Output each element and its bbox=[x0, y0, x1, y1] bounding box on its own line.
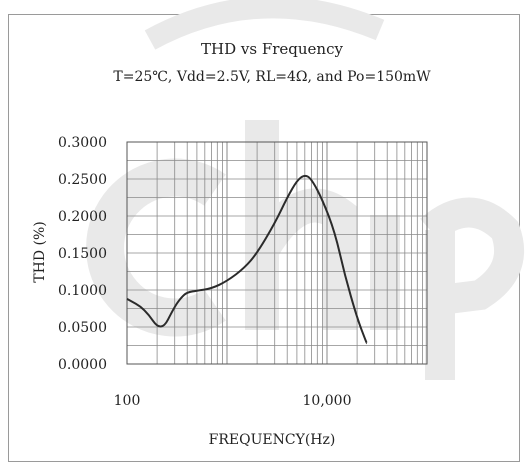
plot-border bbox=[126, 141, 428, 365]
y-tick-label: 0.1500 bbox=[58, 246, 107, 262]
y-tick-label: 0.2000 bbox=[58, 209, 107, 225]
x-tick-labels: 100 10,000 bbox=[114, 393, 352, 409]
y-tick-label: 0.0000 bbox=[58, 357, 107, 373]
watermark bbox=[86, 0, 525, 380]
y-tick-labels: 0.0000 0.0500 0.1000 0.1500 0.2000 0.2500 0.30… bbox=[58, 135, 107, 373]
chart-title: THD vs Frequency bbox=[201, 40, 343, 58]
x-tick-label: 100 bbox=[114, 393, 141, 409]
watermark-glyph bbox=[247, 188, 357, 330]
chart-subtitle: T=25℃, Vdd=2.5V, RL=4Ω, and Po=150mW bbox=[113, 69, 431, 85]
y-tick-label: 0.1000 bbox=[58, 283, 107, 299]
y-tick-label: 0.3000 bbox=[58, 135, 107, 151]
thd-curve bbox=[126, 174, 368, 345]
watermark-glyph bbox=[420, 197, 525, 315]
y-tick-label: 0.0500 bbox=[58, 320, 107, 336]
watermark-glyph bbox=[144, 0, 385, 50]
series-layer bbox=[126, 174, 368, 345]
watermark-glyph bbox=[86, 158, 226, 337]
y-axis-label: THD (%) bbox=[32, 221, 48, 282]
grid bbox=[126, 141, 428, 365]
x-tick-label: 10,000 bbox=[303, 393, 352, 409]
x-axis-label: FREQUENCY(Hz) bbox=[209, 432, 336, 448]
y-tick-label: 0.2500 bbox=[58, 172, 107, 188]
